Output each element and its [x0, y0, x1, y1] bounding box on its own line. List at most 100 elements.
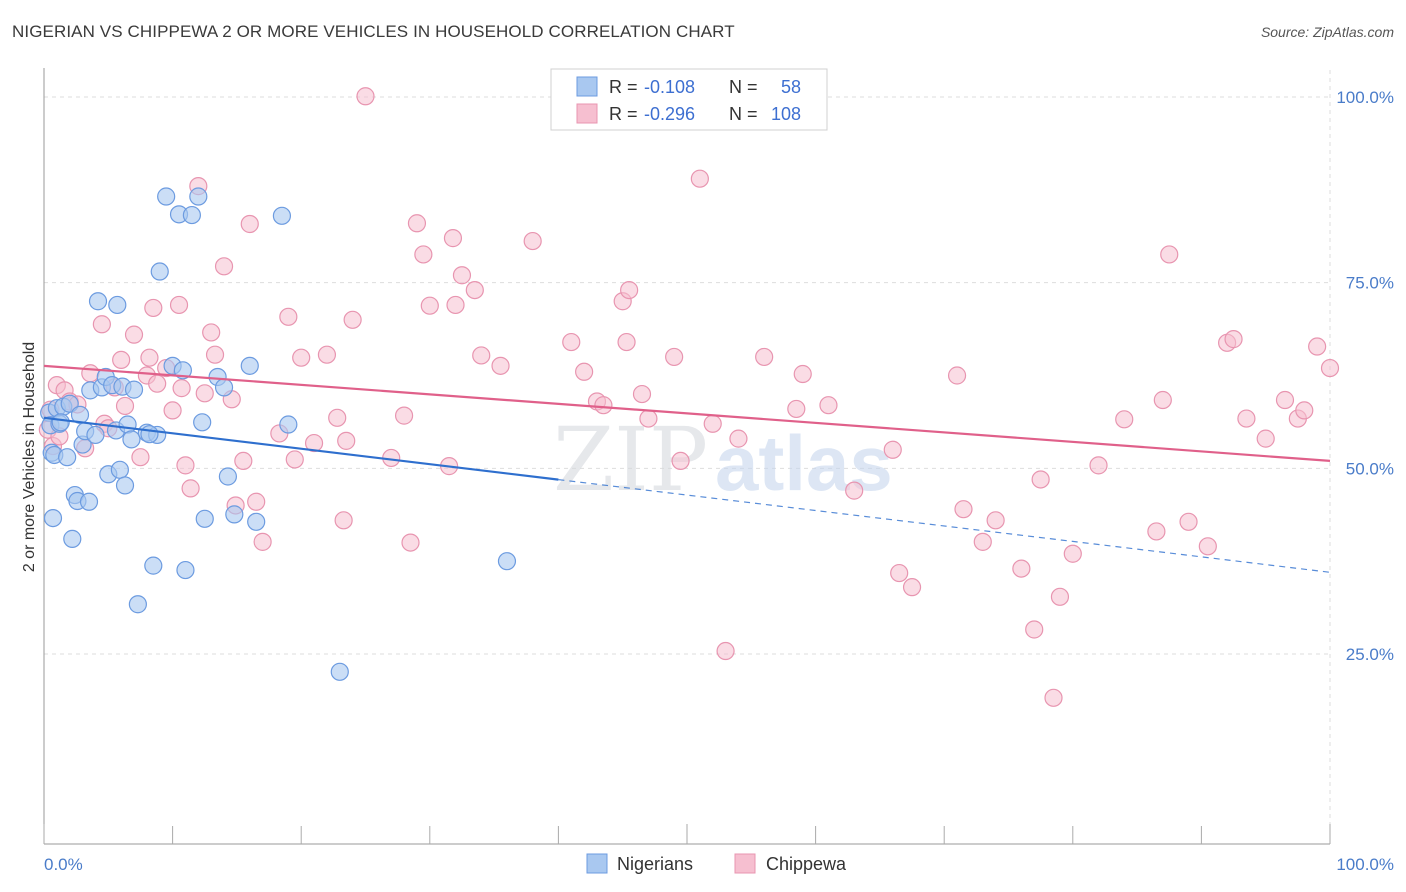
chippewa-point-89 [973, 532, 992, 551]
x-tick-label-1: 100.0% [1336, 855, 1394, 874]
chippewa-point-85 [890, 563, 909, 583]
chippewa-point-58 [446, 295, 465, 315]
chippewa-point-47 [337, 431, 356, 450]
nigerian-point-29 [118, 415, 137, 434]
legend-r-label-nigerians: R = [609, 77, 638, 97]
chippewa-point-16 [124, 325, 144, 344]
chippewa-points [38, 87, 1340, 707]
nigerian-point-50 [240, 356, 259, 375]
nigerian-point-40 [173, 361, 192, 380]
nigerian-point-57 [51, 413, 70, 432]
chippewa-point-77 [716, 641, 735, 661]
y-axis-title: 2 or more Vehicles in Household [21, 342, 38, 572]
chippewa-point-88 [954, 500, 973, 519]
chippewa-point-59 [452, 266, 472, 285]
chippewa-point-75 [690, 169, 709, 188]
chippewa-point-35 [234, 451, 253, 471]
legend-r-value-chippewa: -0.296 [644, 104, 695, 124]
nigerian-point-54 [330, 662, 349, 681]
bottom-legend-label-chippewa: Chippewa [766, 854, 847, 874]
legend-r-label-chippewa: R = [609, 104, 638, 124]
chippewa-point-90 [986, 511, 1005, 530]
chippewa-point-63 [523, 231, 542, 251]
chippewa-point-91 [1012, 559, 1031, 578]
chippewa-point-62 [491, 356, 510, 375]
chippewa-point-41 [285, 450, 304, 469]
legend-n-value-chippewa: 108 [771, 104, 801, 124]
chippewa-point-60 [465, 280, 484, 300]
y-tick-labels: 25.0% 50.0% 75.0% 100.0% [1336, 88, 1394, 664]
nigerian-point-16 [79, 492, 99, 511]
chippewa-point-26 [176, 456, 195, 475]
chippewa-point-65 [575, 362, 594, 381]
chippewa-point-27 [181, 479, 200, 498]
chippewa-point-95 [1050, 587, 1070, 606]
chippewa-point-24 [169, 295, 189, 315]
chippewa-point-106 [1237, 409, 1256, 428]
nigerian-point-3 [43, 508, 63, 528]
chippewa-point-20 [144, 298, 163, 318]
nigerian-point-49 [225, 505, 244, 524]
nigerian-point-53 [279, 415, 298, 434]
chippewa-point-10 [92, 315, 111, 334]
chippewa-point-40 [279, 307, 298, 326]
chippewa-point-21 [148, 374, 167, 393]
chippewa-point-79 [755, 347, 774, 367]
chippewa-point-78 [729, 429, 748, 448]
chippewa-point-45 [328, 408, 347, 427]
chippewa-point-111 [1308, 337, 1327, 356]
legend-n-label-chippewa: N = [729, 104, 758, 124]
y-tick-label-2: 75.0% [1346, 274, 1394, 293]
nigerian-point-48 [218, 467, 237, 486]
nigerian-point-47 [214, 378, 234, 397]
chippewa-point-55 [420, 296, 439, 315]
chippewa-point-69 [617, 332, 636, 352]
chippewa-point-53 [407, 214, 427, 233]
chippewa-point-15 [115, 396, 135, 416]
nigerian-point-31 [124, 380, 144, 399]
chippewa-point-73 [665, 347, 684, 367]
chippewa-point-71 [632, 384, 652, 404]
nigerian-trend-line-extension [558, 479, 1331, 573]
chippewa-point-17 [131, 448, 150, 467]
bottom-legend: Nigerians Chippewa [586, 853, 847, 874]
chippewa-point-81 [793, 364, 812, 384]
legend-r-value-nigerians: -0.108 [644, 77, 695, 97]
chippewa-point-74 [671, 451, 690, 471]
nigerian-point-36 [150, 262, 169, 281]
legend-n-label-nigerians: N = [729, 77, 758, 97]
nigerian-point-56 [140, 425, 159, 444]
chippewa-point-23 [163, 401, 182, 420]
nigerian-point-45 [195, 509, 214, 528]
nigerian-point-18 [86, 425, 105, 445]
nigerian-point-52 [272, 206, 292, 225]
chippewa-point-36 [240, 214, 259, 234]
chippewa-point-102 [1179, 512, 1198, 531]
chippewa-trend-line [43, 364, 1331, 463]
bottom-legend-swatch-chippewa [734, 853, 756, 874]
nigerian-point-13 [70, 405, 90, 424]
nigerian-point-9 [60, 394, 79, 413]
nigerian-point-43 [189, 187, 208, 206]
chippewa-point-100 [1153, 390, 1172, 410]
chippewa-point-76 [703, 414, 722, 433]
x-tick-label-0: 0.0% [44, 855, 83, 874]
chippewa-point-29 [195, 384, 214, 403]
chippewa-point-83 [845, 481, 864, 500]
chippewa-point-30 [202, 323, 221, 342]
chippewa-point-32 [214, 257, 234, 276]
chippewa-point-48 [343, 310, 362, 329]
y-tick-label-0: 25.0% [1346, 645, 1394, 664]
chippewa-point-112 [1320, 358, 1340, 378]
chippewa-point-87 [947, 366, 967, 385]
chippewa-point-64 [562, 332, 581, 352]
legend-swatch-chippewa [576, 103, 598, 124]
chippewa-point-94 [1044, 688, 1063, 707]
chippewa-point-80 [787, 399, 806, 419]
chippewa-point-108 [1275, 390, 1295, 410]
chippewa-point-107 [1256, 429, 1275, 448]
nigerian-point-26 [110, 460, 129, 479]
chippewa-point-49 [356, 87, 375, 106]
chippewa-point-43 [304, 433, 324, 453]
bottom-legend-label-nigerians: Nigerians [617, 854, 693, 874]
